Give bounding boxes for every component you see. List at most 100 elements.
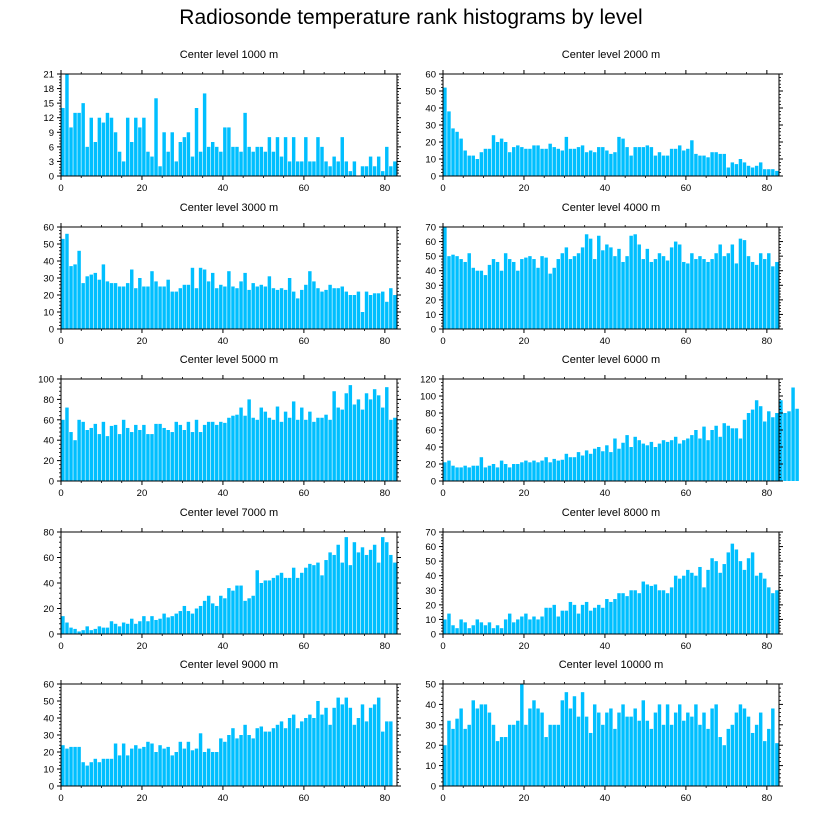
bar <box>283 137 288 176</box>
bar <box>499 270 504 329</box>
bar <box>520 616 524 634</box>
bar <box>479 704 484 786</box>
bar <box>641 147 646 176</box>
bar <box>507 152 512 176</box>
bar <box>795 408 799 481</box>
bar <box>328 552 332 634</box>
bar <box>255 286 259 329</box>
bar <box>665 704 670 786</box>
bar <box>617 712 621 786</box>
bar <box>174 752 178 786</box>
bar <box>576 147 581 176</box>
bar <box>146 151 150 176</box>
bar <box>451 728 455 786</box>
bar <box>564 610 569 634</box>
y-tick-label: 100 <box>420 392 436 403</box>
bar <box>134 288 138 329</box>
bar <box>516 270 520 329</box>
bar <box>443 619 447 634</box>
bar <box>113 623 118 634</box>
bar <box>767 411 771 481</box>
bar <box>588 238 593 329</box>
bar <box>649 261 654 329</box>
bar <box>536 708 540 786</box>
bar <box>576 716 581 786</box>
y-tick-label: 0 <box>431 782 436 793</box>
bar <box>702 712 706 786</box>
bar <box>283 577 288 634</box>
bar <box>279 572 284 634</box>
bar <box>69 432 73 481</box>
bar <box>385 721 389 786</box>
bar <box>210 272 215 329</box>
bar <box>125 117 130 176</box>
bar <box>584 601 589 634</box>
bar <box>117 626 122 634</box>
bar <box>568 148 573 176</box>
bar <box>328 166 332 176</box>
bar <box>491 464 496 481</box>
bar <box>239 151 243 176</box>
bar <box>592 607 597 634</box>
bar <box>657 443 662 481</box>
bar <box>597 447 601 481</box>
bar <box>499 628 504 634</box>
bar <box>223 598 227 634</box>
bar <box>746 165 751 176</box>
y-tick-label: 60 <box>43 553 54 564</box>
bar <box>690 253 694 329</box>
bar <box>459 259 463 329</box>
bar <box>247 289 251 329</box>
bar <box>271 288 276 329</box>
bar <box>324 289 328 329</box>
bar <box>150 743 154 786</box>
bar <box>665 155 670 176</box>
y-tick-label: 20 <box>425 600 436 611</box>
bar <box>605 599 609 634</box>
bar <box>320 146 324 176</box>
y-tick-label: 10 <box>43 765 54 776</box>
bar <box>633 436 637 481</box>
bar <box>738 159 743 176</box>
bar <box>718 436 722 481</box>
bar <box>673 241 678 329</box>
bar <box>617 593 621 634</box>
bar <box>524 257 528 329</box>
bar <box>455 628 459 634</box>
bar <box>617 248 621 329</box>
bar <box>376 156 381 176</box>
bar <box>332 288 336 329</box>
bar <box>564 247 569 329</box>
bar <box>291 291 296 329</box>
y-tick-label: 60 <box>425 70 436 81</box>
bar <box>601 250 605 329</box>
bar <box>775 413 779 481</box>
bar <box>61 419 65 481</box>
bar <box>459 708 463 786</box>
bar <box>605 244 609 329</box>
bar <box>524 460 528 481</box>
bar <box>621 704 625 786</box>
bar <box>613 152 617 176</box>
bar <box>81 762 85 786</box>
bar <box>283 728 288 786</box>
bar <box>113 283 118 329</box>
bar <box>81 630 85 634</box>
bar <box>677 443 682 481</box>
bar <box>324 560 328 634</box>
bar <box>758 572 763 634</box>
bar <box>706 261 710 329</box>
bar <box>625 256 629 329</box>
bar <box>69 127 73 176</box>
bar <box>702 587 706 634</box>
bar <box>372 704 377 786</box>
bar <box>85 146 89 176</box>
bar <box>308 714 312 786</box>
x-tick-label: 0 <box>58 793 63 804</box>
bar <box>572 696 577 786</box>
bar <box>686 148 690 176</box>
bar <box>202 752 207 786</box>
y-tick-label: 3 <box>49 157 54 168</box>
bar <box>483 704 488 786</box>
bar <box>61 108 65 176</box>
